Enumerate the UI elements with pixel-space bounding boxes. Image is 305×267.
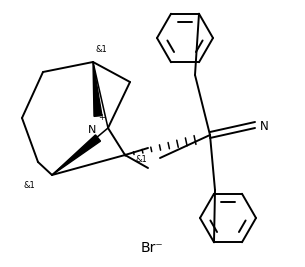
Polygon shape xyxy=(93,62,102,116)
Text: &1: &1 xyxy=(24,180,36,190)
Text: N: N xyxy=(88,125,96,135)
Text: &1: &1 xyxy=(135,155,147,164)
Text: +: + xyxy=(99,113,106,123)
Text: &1: &1 xyxy=(96,45,108,54)
Text: Br⁻: Br⁻ xyxy=(141,241,163,255)
Polygon shape xyxy=(52,135,101,175)
Text: N: N xyxy=(260,120,268,132)
